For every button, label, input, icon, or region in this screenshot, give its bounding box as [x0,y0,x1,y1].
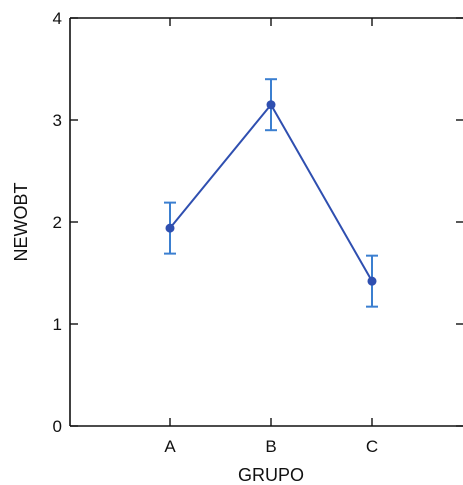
x-tick-label: A [164,437,176,456]
y-axis-title: NEWOBT [11,182,31,261]
y-tick-label: 0 [53,417,62,436]
x-tick-label: B [265,437,276,456]
x-axis: A B C [164,18,378,456]
series-marks [164,78,378,308]
y-axis: 0 1 2 3 4 [53,9,463,436]
y-tick-label: 3 [53,111,62,130]
y-tick-label: 2 [53,213,62,232]
x-axis-title: GRUPO [238,465,304,485]
data-point [266,100,276,110]
x-tick-label: C [366,437,378,456]
y-tick-label: 4 [53,9,62,28]
y-tick-label: 1 [53,315,62,334]
data-point [165,223,175,233]
data-point [367,276,377,286]
